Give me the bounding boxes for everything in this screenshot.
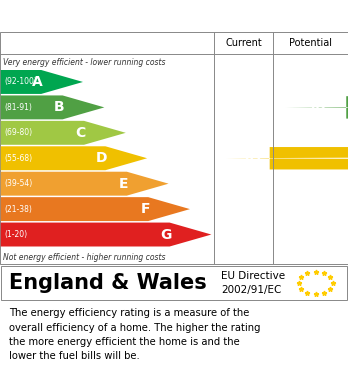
- Polygon shape: [226, 147, 348, 169]
- Text: Potential: Potential: [289, 38, 332, 48]
- Text: EU Directive
2002/91/EC: EU Directive 2002/91/EC: [221, 271, 285, 295]
- Text: F: F: [141, 202, 150, 216]
- Text: 63: 63: [245, 152, 262, 165]
- Polygon shape: [1, 146, 147, 170]
- Polygon shape: [1, 222, 211, 246]
- Text: D: D: [96, 151, 107, 165]
- Polygon shape: [1, 121, 126, 145]
- Text: E: E: [119, 177, 128, 191]
- Text: Energy Efficiency Rating: Energy Efficiency Rating: [9, 9, 230, 23]
- Text: C: C: [76, 126, 86, 140]
- Text: (69-80): (69-80): [4, 128, 32, 137]
- Text: England & Wales: England & Wales: [9, 273, 206, 293]
- Text: Very energy efficient - lower running costs: Very energy efficient - lower running co…: [3, 57, 165, 66]
- Polygon shape: [1, 95, 104, 119]
- Text: (55-68): (55-68): [4, 154, 32, 163]
- Text: G: G: [160, 228, 171, 242]
- Text: (21-38): (21-38): [4, 204, 32, 213]
- Text: (39-54): (39-54): [4, 179, 32, 188]
- Text: A: A: [32, 75, 43, 89]
- Polygon shape: [285, 96, 348, 118]
- Polygon shape: [1, 70, 83, 94]
- Text: Current: Current: [225, 38, 262, 48]
- Text: The energy efficiency rating is a measure of the
overall efficiency of a home. T: The energy efficiency rating is a measur…: [9, 308, 260, 361]
- Text: 82: 82: [311, 101, 328, 114]
- Text: Not energy efficient - higher running costs: Not energy efficient - higher running co…: [3, 253, 165, 262]
- Polygon shape: [1, 197, 190, 221]
- Text: B: B: [54, 100, 64, 115]
- Polygon shape: [1, 172, 168, 196]
- Text: (1-20): (1-20): [4, 230, 27, 239]
- Text: (81-91): (81-91): [4, 103, 32, 112]
- Text: (92-100): (92-100): [4, 77, 37, 86]
